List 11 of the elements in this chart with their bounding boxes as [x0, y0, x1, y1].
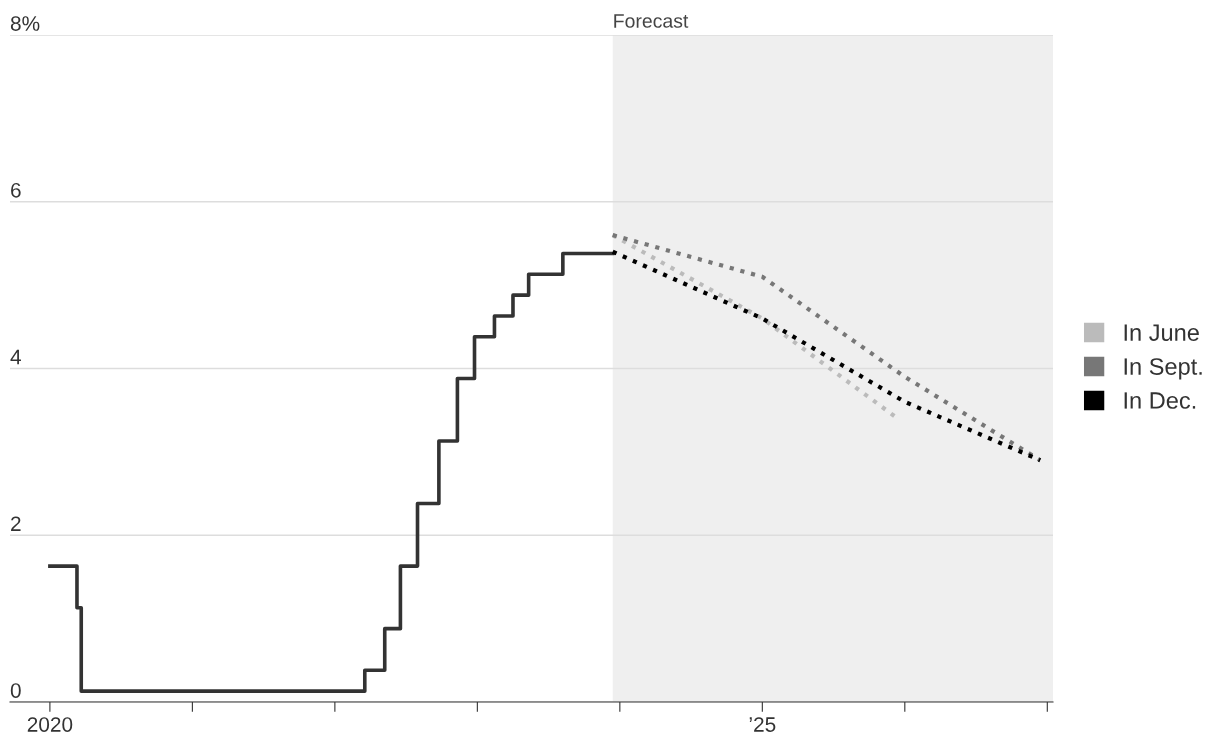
x-tick-label: ’25	[749, 717, 776, 732]
y-tick-label: 8%	[10, 16, 40, 31]
x-tick-label: 2020	[27, 717, 73, 732]
legend-label: In Sept.	[1124, 358, 1202, 380]
band-label: Forecast	[614, 14, 689, 28]
y-tick-label: 2	[11, 516, 21, 531]
y-tick-label: 0	[10, 683, 21, 698]
legend-label: In June	[1124, 324, 1199, 341]
legend-label: In Dec.	[1124, 392, 1196, 409]
y-tick-label: 6	[11, 182, 21, 198]
y-tick-label: 4	[10, 349, 21, 365]
